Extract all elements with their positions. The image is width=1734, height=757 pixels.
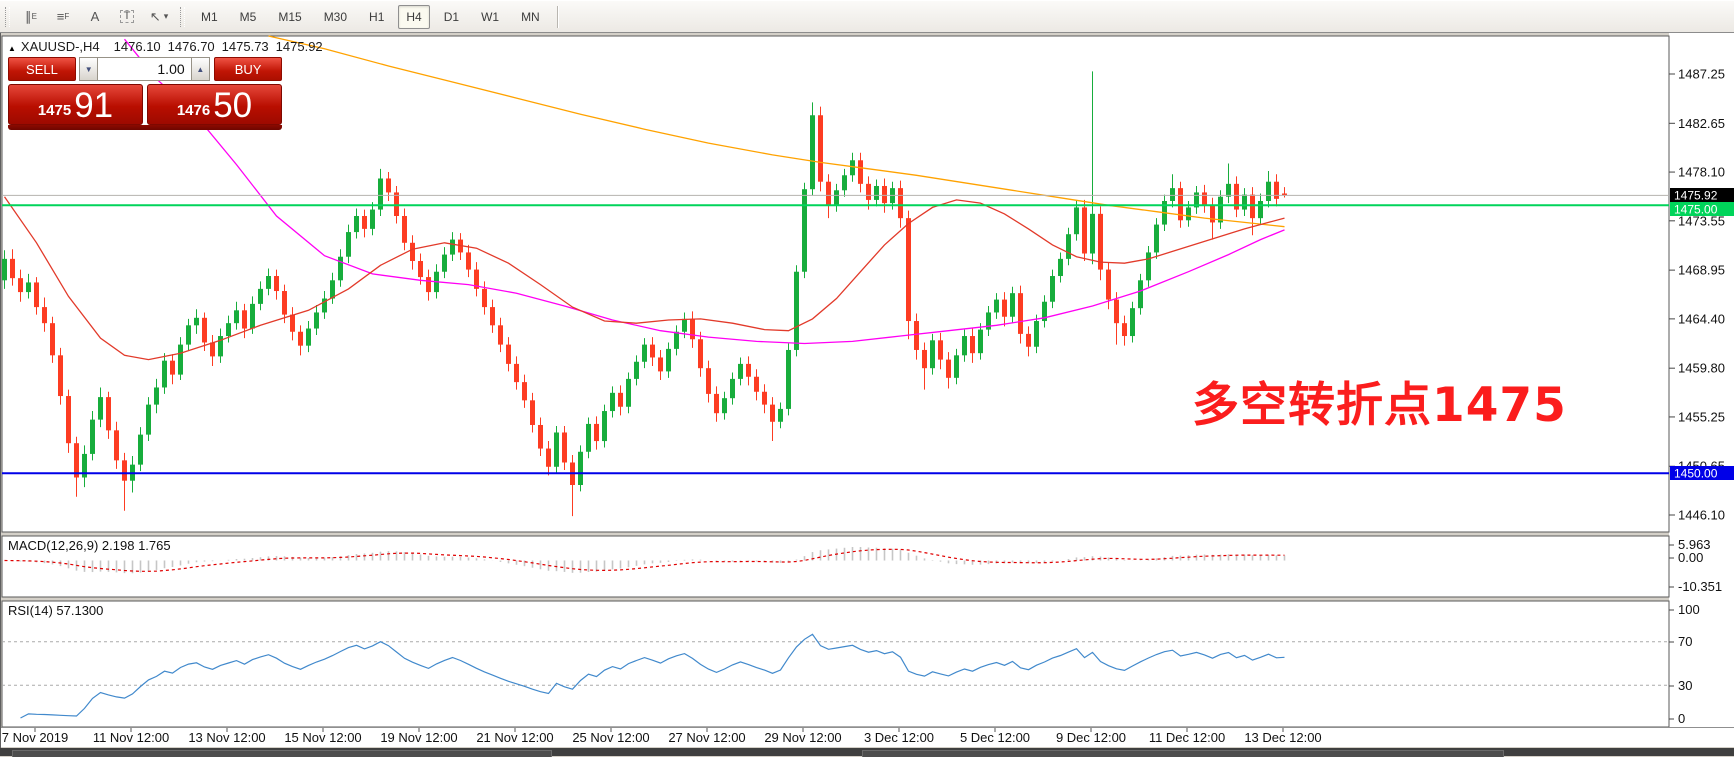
toolbar-grip[interactable]: [180, 6, 185, 27]
svg-text:13 Dec 12:00: 13 Dec 12:00: [1244, 730, 1321, 745]
svg-text:1450.00: 1450.00: [1674, 467, 1718, 481]
ma-fast-red: [3, 196, 1285, 361]
svg-text:25 Nov 12:00: 25 Nov 12:00: [572, 730, 649, 745]
rsi-level-lines: [2, 641, 1669, 686]
bottom-window-bar: [0, 748, 1734, 757]
svg-text:1475.92: 1475.92: [1674, 189, 1718, 203]
svg-text:27 Nov 12:00: 27 Nov 12:00: [668, 730, 745, 745]
svg-text:100: 100: [1678, 602, 1700, 617]
macd-histogram: [11, 547, 1286, 574]
buy-button[interactable]: BUY: [214, 57, 283, 81]
green-level-tag: 1475.00: [1670, 202, 1734, 217]
sell-button[interactable]: SELL: [8, 57, 76, 81]
svg-text:1455.25: 1455.25: [1678, 409, 1725, 424]
symbol-label: XAUUSD-,H4: [20, 39, 100, 54]
chart-annotation-text: 多空转折点1475: [1192, 378, 1567, 433]
svg-text:5.963: 5.963: [1678, 537, 1711, 552]
ohlc-high: 1476.70: [167, 39, 215, 54]
price-axis-labels: 1487.25 1482.65 1478.10 1473.55 1468.95 1464.…: [1669, 67, 1725, 523]
trade-panel-footer: [8, 125, 282, 130]
svg-text:0: 0: [1678, 711, 1685, 726]
tf-button-M5[interactable]: M5: [239, 9, 257, 24]
svg-text:19 Nov 12:00: 19 Nov 12:00: [380, 730, 457, 745]
macd-label: MACD(12,26,9) 2.198 1.765: [8, 538, 171, 553]
volume-input[interactable]: 1.00: [97, 57, 192, 81]
svg-text:15 Nov 12:00: 15 Nov 12:00: [284, 730, 361, 745]
tf-button-M1[interactable]: M1: [201, 9, 218, 24]
equidistant-channel-icon[interactable]: ∥ E: [25, 9, 37, 24]
ohlc-low: 1475.73: [221, 39, 269, 54]
svg-text:1487.25: 1487.25: [1678, 67, 1725, 82]
toolbar-separator: [556, 5, 559, 28]
macd-signal-line: [4, 548, 1285, 572]
svg-text:13 Nov 12:00: 13 Nov 12:00: [188, 730, 265, 745]
svg-text:-10.351: -10.351: [1678, 579, 1722, 594]
svg-text:1464.40: 1464.40: [1678, 311, 1725, 326]
svg-text:5 Dec 12:00: 5 Dec 12:00: [960, 730, 1030, 745]
fibonacci-retracement-icon[interactable]: ≡ F: [56, 9, 70, 24]
rsi-label: RSI(14) 57.1300: [8, 603, 103, 618]
tf-button-H4[interactable]: H4: [398, 4, 430, 29]
ma-slow-orange: [268, 35, 1285, 228]
svg-text:1446.10: 1446.10: [1678, 508, 1725, 523]
svg-text:1459.80: 1459.80: [1678, 361, 1725, 376]
blue-level-tag: 1450.00: [1670, 466, 1734, 481]
svg-text:9 Dec 12:00: 9 Dec 12:00: [1056, 730, 1126, 745]
svg-text:29 Nov 12:00: 29 Nov 12:00: [764, 730, 841, 745]
window-left-edge: [0, 33, 1, 748]
toolbar-grip[interactable]: [5, 6, 10, 27]
volume-decrease-icon[interactable]: ▼: [78, 57, 98, 81]
horizontal-lines: [2, 194, 1669, 475]
svg-text:1478.10: 1478.10: [1678, 165, 1725, 180]
tf-button-MN[interactable]: MN: [521, 9, 540, 24]
time-axis-labels[interactable]: 7 Nov 2019 11 Nov 12:00 13 Nov 12:00 15 Nov…: [2, 728, 1322, 745]
svg-text:MACD(12,26,9) 2.198 1.765: MACD(12,26,9) 2.198 1.765: [8, 538, 171, 553]
svg-text:30: 30: [1678, 678, 1692, 693]
arrow-tools-icon[interactable]: ↖ ▾: [149, 9, 169, 24]
collapse-triangle-icon[interactable]: ▲: [8, 44, 16, 53]
volume-increase-icon[interactable]: ▲: [191, 57, 211, 81]
ohlc-close: 1475.92: [275, 39, 323, 54]
current-price-tag: 1475.92: [1670, 188, 1734, 203]
tf-button-M30[interactable]: M30: [323, 9, 348, 24]
tf-button-H1[interactable]: H1: [369, 9, 385, 24]
rsi-line: [20, 633, 1285, 719]
one-click-trading-panel: SELL ▼ 1.00 ▲ BUY 1475 91 1476 50: [8, 57, 283, 130]
ma-medium-magenta: [123, 38, 1285, 345]
svg-text:1473.55: 1473.55: [1678, 213, 1725, 228]
sell-quote[interactable]: 1475 91: [8, 84, 143, 125]
text-label-icon[interactable]: T: [113, 4, 141, 30]
svg-text:21 Nov 12:00: 21 Nov 12:00: [476, 730, 553, 745]
bottom-tab[interactable]: [862, 750, 1504, 757]
drawing-tools-group: ∥ E ≡ F A T ↖ ▾: [15, 4, 175, 30]
svg-text:70: 70: [1678, 634, 1692, 649]
svg-text:0.00: 0.00: [1678, 550, 1703, 565]
buy-quote[interactable]: 1476 50: [147, 84, 282, 125]
text-icon[interactable]: A: [90, 9, 100, 24]
buy-price-big-digits: 50: [213, 86, 253, 125]
svg-text:1482.65: 1482.65: [1678, 116, 1725, 131]
ohlc-open: 1476.10: [113, 39, 161, 54]
timeframes-group: M1 M5 M15 M30 H1 H4 D1 W1 MN: [190, 4, 551, 29]
svg-text:1475.00: 1475.00: [1674, 203, 1718, 217]
sell-price-prefix: 1475: [37, 101, 72, 119]
svg-text:1468.95: 1468.95: [1678, 263, 1725, 278]
tf-button-W1[interactable]: W1: [481, 9, 500, 24]
svg-text:RSI(14) 57.1300: RSI(14) 57.1300: [8, 603, 103, 618]
tf-button-M15[interactable]: M15: [278, 9, 302, 24]
rsi-axis-labels: 100 70 30 0: [1669, 602, 1700, 726]
bottom-tab[interactable]: [12, 750, 552, 757]
buy-price-prefix: 1476: [176, 101, 211, 119]
svg-text:11 Nov 12:00: 11 Nov 12:00: [93, 730, 169, 745]
svg-text:7 Nov 2019: 7 Nov 2019: [2, 730, 69, 745]
svg-text:11 Dec 12:00: 11 Dec 12:00: [1149, 730, 1225, 745]
chart-header: ▲ XAUUSD-,H4 1476.10 1476.70 1475.73 147…: [8, 39, 330, 54]
toolbar: ∥ E ≡ F A T ↖ ▾ M1 M5 M15 M30 H1 H4 D1 W1 MN: [0, 0, 1734, 33]
sell-price-big-digits: 91: [74, 86, 114, 125]
tf-button-D1[interactable]: D1: [443, 9, 460, 24]
svg-text:3 Dec 12:00: 3 Dec 12:00: [864, 730, 934, 745]
